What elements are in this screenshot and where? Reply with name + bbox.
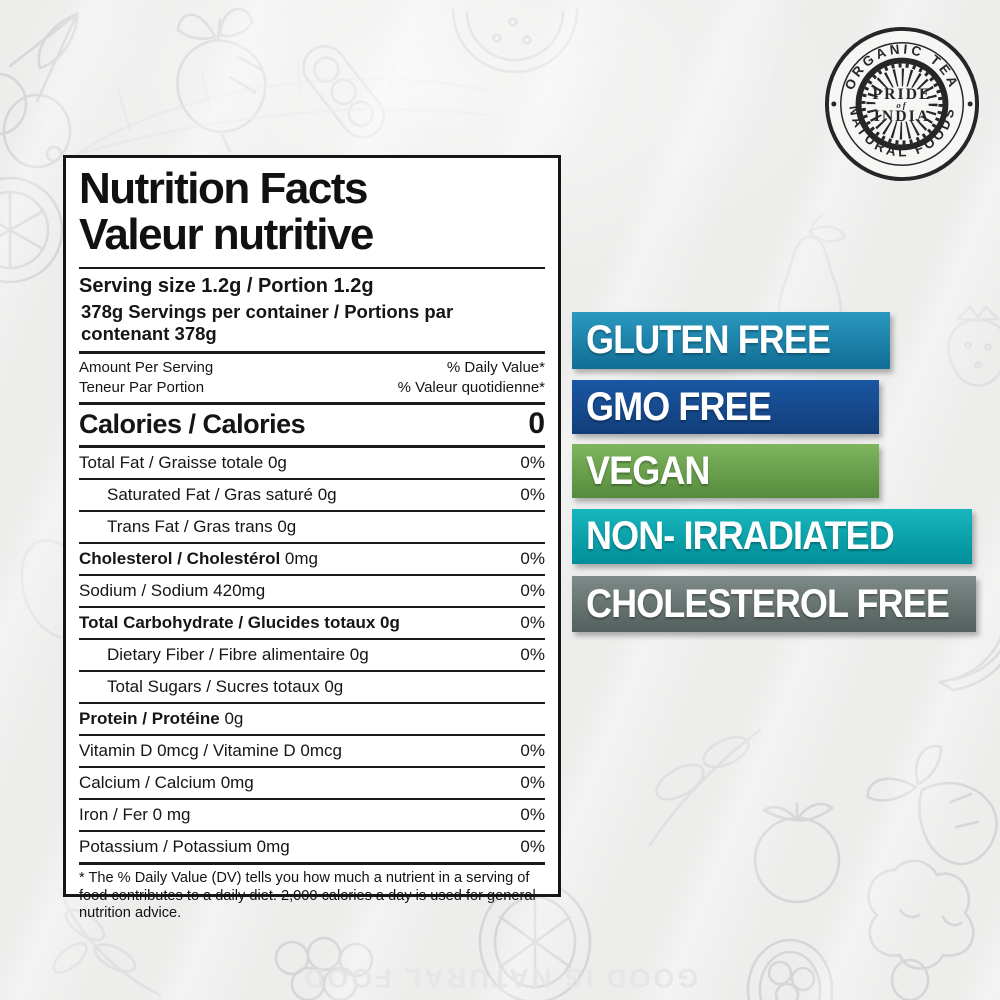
nutrient-row-vitamin-d: Vitamin D 0mcg / Vitamine D 0mcg 0%: [79, 734, 545, 766]
divider: [79, 402, 545, 406]
nutrient-row-sodium: Sodium / Sodium 420mg 0%: [79, 574, 545, 606]
badge-non-irradiated: NON- IRRADIATED: [572, 509, 972, 564]
nutrition-facts-label: Nutrition Facts Valeur nutritive Serving…: [63, 155, 561, 921]
nutrient-row-protein: Protein / Protéine 0g: [79, 702, 545, 734]
nutrient-row-total-fat: Total Fat / Graisse totale 0g 0%: [79, 445, 545, 478]
badge-cholesterol-free: CHOLESTEROL FREE: [572, 576, 976, 632]
nutrient-row-potassium: Potassium / Potassium 0mg 0%: [79, 830, 545, 862]
daily-value-footnote: * The % Daily Value (DV) tells you how m…: [79, 862, 545, 923]
label-title-en: Nutrition Facts: [79, 164, 368, 213]
palm-leaf-icon: [70, 60, 490, 170]
nutrient-row-cholesterol: Cholesterol / Cholestérol 0mg 0%: [79, 542, 545, 574]
badge-vegan: VEGAN: [572, 444, 879, 498]
logo-india-text: INDIA: [874, 108, 930, 125]
pride-of-india-logo: ORGANIC TEA NATURAL FOODS PRIDE of INDIA: [822, 24, 982, 184]
badge-gluten-free: GLUTEN FREE: [572, 312, 890, 369]
strawberry-icon: [938, 295, 1000, 405]
calories-value: 0: [528, 407, 545, 441]
nutrient-row-calcium: Calcium / Calcium 0mg 0%: [79, 766, 545, 798]
label-title: Nutrition Facts Valeur nutritive: [79, 164, 545, 260]
label-title-fr: Valeur nutritive: [79, 210, 374, 260]
daily-value-fr: % Valeur quotidienne*: [397, 378, 545, 396]
nutrient-row-total-carbohydrate: Total Carbohydrate / Glucides totaux 0g …: [79, 606, 545, 638]
calories-label: Calories / Calories: [79, 409, 306, 440]
serving-size: Serving size 1.2g / Portion 1.2g: [79, 275, 374, 298]
tomato-icon: [742, 790, 852, 910]
servings-per-container: 378g Servings per container / Portions p…: [81, 301, 454, 345]
logo-left-dot: [831, 101, 837, 107]
nutrient-row-saturated-fat: Saturated Fat / Gras saturé 0g 0%: [79, 478, 545, 510]
nutrient-row-dietary-fiber: Dietary Fiber / Fibre alimentaire 0g 0%: [79, 638, 545, 670]
amount-per-serving-header: Amount Per Serving Teneur Par Portion % …: [79, 358, 545, 397]
watermark-text: GOOD IS NATURAL FOOD: [301, 963, 699, 993]
nutrient-row-trans-fat: Trans Fat / Gras trans 0g: [79, 510, 545, 542]
amount-per-serving-en: Amount Per Serving: [79, 359, 214, 377]
logo-right-dot: [967, 101, 973, 107]
calories-row: Calories / Calories 0: [79, 407, 545, 441]
daily-value-en: % Daily Value*: [446, 359, 545, 377]
badge-gmo-free: GMO FREE: [572, 380, 879, 434]
nutrient-row-iron: Iron / Fer 0 mg 0%: [79, 798, 545, 830]
nutrient-row-total-sugars: Total Sugars / Sucres totaux 0g: [79, 670, 545, 702]
pea-pod-open-icon: [735, 935, 845, 1000]
broccoli-icon: [855, 855, 985, 1000]
divider: [79, 267, 545, 270]
divider: [79, 351, 545, 355]
amount-per-serving-fr: Teneur Par Portion: [79, 378, 205, 396]
